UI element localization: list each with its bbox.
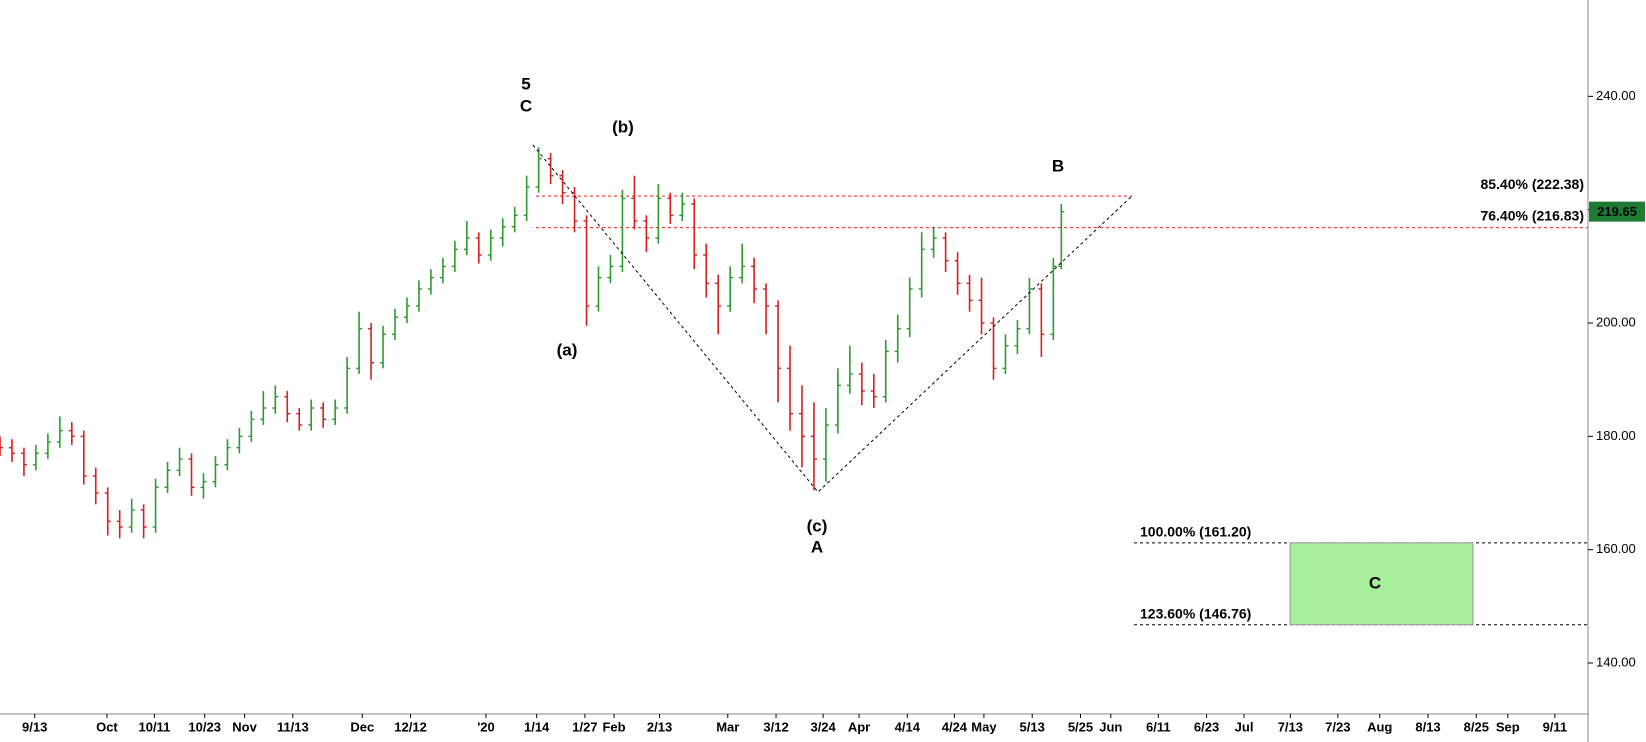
- x-tick-label: 3/12: [763, 719, 788, 734]
- x-tick-label: Mar: [716, 719, 739, 734]
- fib-label: 85.40% (222.38): [1480, 176, 1584, 192]
- wave-label: 5: [521, 74, 530, 93]
- y-tick-label: 240.00: [1596, 88, 1636, 103]
- x-tick-label: 4/24: [942, 719, 968, 734]
- x-tick-label: 12/12: [394, 719, 427, 734]
- fib-label: 100.00% (161.20): [1140, 524, 1251, 540]
- x-tick-label: 6/11: [1146, 719, 1171, 734]
- x-tick-label: 8/25: [1464, 719, 1489, 734]
- x-tick-label: 7/23: [1325, 719, 1350, 734]
- x-tick-label: 2/13: [647, 719, 672, 734]
- wave-label: C: [1369, 573, 1381, 592]
- price-tag-label: 219.65: [1597, 204, 1637, 219]
- wave-label: (b): [612, 117, 634, 136]
- fib-label: 123.60% (146.76): [1140, 605, 1251, 621]
- x-tick-label: Oct: [96, 719, 118, 734]
- wave-label: A: [811, 537, 823, 556]
- x-tick-label: 11/13: [277, 719, 309, 734]
- x-tick-label: 9/13: [22, 719, 47, 734]
- x-tick-label: 5/25: [1068, 719, 1093, 734]
- x-tick-label: 4/14: [895, 719, 921, 734]
- y-tick-label: 200.00: [1596, 314, 1636, 329]
- x-tick-label: 6/23: [1194, 719, 1219, 734]
- x-tick-label: 10/11: [138, 719, 170, 734]
- y-tick-label: 160.00: [1596, 541, 1636, 556]
- y-tick-label: 180.00: [1596, 428, 1636, 443]
- x-tick-label: 5/13: [1020, 719, 1045, 734]
- x-tick-label: 10/23: [188, 719, 221, 734]
- x-tick-label: Nov: [232, 719, 257, 734]
- plot: [0, 147, 1588, 626]
- x-tick-label: 7/13: [1278, 719, 1303, 734]
- x-tick-label: Jul: [1235, 719, 1254, 734]
- price-tag: [1589, 201, 1645, 222]
- x-tick-label: Sep: [1496, 719, 1520, 734]
- target-zone: [1289, 542, 1474, 626]
- x-tick-label: Dec: [350, 719, 374, 734]
- fib-label: 76.40% (216.83): [1480, 207, 1584, 223]
- wave-label: B: [1052, 156, 1064, 175]
- y-tick-label: 140.00: [1596, 654, 1636, 669]
- x-tick-label: Jun: [1099, 719, 1122, 734]
- x-tick-label: Apr: [848, 719, 870, 734]
- wave-label: (c): [807, 516, 828, 535]
- x-tick-label: Feb: [602, 719, 625, 734]
- x-tick-label: Aug: [1367, 719, 1392, 734]
- wave-label: C: [520, 96, 532, 115]
- x-tick-label: 3/24: [810, 719, 836, 734]
- x-tick-label: 8/13: [1415, 719, 1440, 734]
- x-tick-label: '20: [477, 719, 495, 734]
- x-tick-label: 1/27: [572, 719, 597, 734]
- x-tick-label: 9/11: [1543, 719, 1568, 734]
- x-tick-label: May: [971, 719, 997, 734]
- wave-label: (a): [557, 340, 578, 359]
- x-tick-label: 1/14: [524, 719, 550, 734]
